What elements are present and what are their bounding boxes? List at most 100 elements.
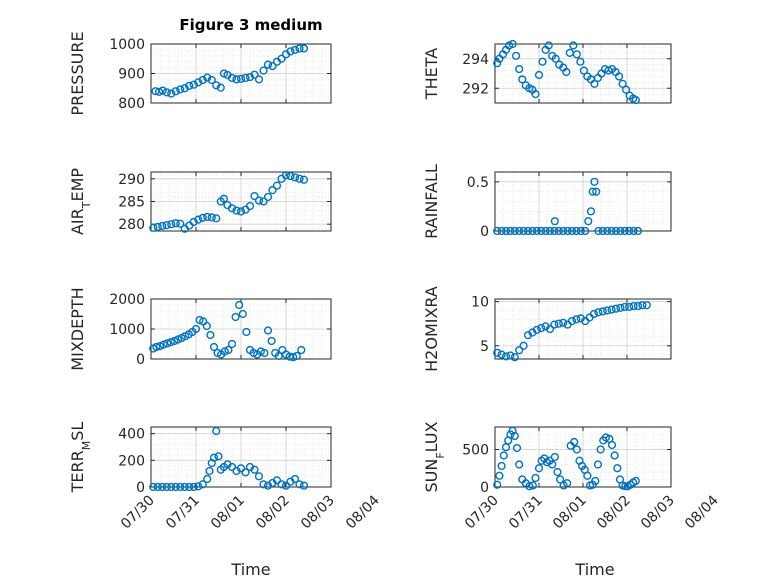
data-point (532, 325, 541, 334)
figure-title: Figure 3 medium (179, 16, 322, 34)
data-point (531, 473, 540, 483)
data-point (545, 324, 555, 334)
data-point (231, 312, 240, 322)
data-point (534, 70, 544, 80)
data-point (525, 482, 534, 491)
data-point (189, 80, 198, 89)
data-point (198, 213, 207, 222)
data-point (202, 321, 211, 331)
subplot-air_temp: 280 285 290 AIRTEMP (68, 168, 332, 235)
subplot-theta: 292 294 THETA (422, 39, 672, 105)
data-point (268, 62, 277, 71)
data-point (576, 57, 585, 66)
data-point (153, 222, 162, 232)
data-point (224, 345, 233, 355)
data-point (236, 207, 246, 216)
data-point (621, 482, 630, 491)
data-point (162, 221, 171, 230)
data-point (532, 226, 541, 236)
data-point (267, 336, 276, 346)
data-point (579, 66, 588, 75)
data-point (519, 226, 528, 236)
data-point (153, 482, 162, 492)
data-point (592, 187, 601, 196)
data-point (625, 226, 634, 236)
data-point (616, 226, 625, 236)
data-point (212, 426, 221, 436)
data-point (515, 226, 524, 236)
data-point (556, 475, 565, 484)
data-point (205, 466, 214, 476)
data-point (554, 226, 563, 236)
data-point (189, 217, 198, 227)
data-point (562, 67, 571, 77)
data-point (493, 348, 502, 357)
y-axis-label: SUNFLUX (422, 421, 447, 492)
data-point (209, 342, 219, 352)
data-point (515, 346, 524, 355)
data-point (603, 226, 612, 236)
data-point (501, 352, 511, 361)
y-axis-label: MIXDEPTH (68, 287, 87, 370)
data-point (576, 226, 585, 236)
data-point (512, 51, 521, 60)
data-point (594, 308, 603, 317)
data-point (541, 226, 550, 236)
data-point (232, 75, 241, 84)
data-point (570, 437, 579, 447)
y-tick-label: 285 (118, 195, 145, 211)
data-point (152, 342, 161, 352)
data-point (245, 72, 255, 82)
data-point (559, 318, 568, 327)
data-point (191, 324, 201, 334)
data-point (214, 452, 223, 461)
data-point (194, 482, 203, 491)
data-point (629, 226, 638, 236)
data-point (263, 326, 273, 335)
data-point (550, 226, 559, 236)
data-point (603, 306, 612, 315)
data-point (167, 482, 176, 492)
subplot-h2omixra: 5 10 H2OMIXRA (422, 286, 672, 372)
y-tick-label: 10 (471, 295, 489, 311)
data-point (155, 87, 164, 96)
data-point (149, 223, 158, 232)
data-point (559, 226, 568, 236)
data-point (163, 339, 172, 348)
data-point (598, 307, 607, 316)
y-tick-label: 0.5 (467, 175, 489, 191)
y-tick-label: 292 (462, 81, 489, 97)
data-point (295, 44, 304, 53)
data-point (567, 316, 577, 326)
data-point (596, 445, 605, 454)
data-point (194, 78, 203, 87)
data-point (180, 482, 189, 492)
data-point (497, 461, 506, 471)
data-point (550, 452, 559, 462)
data-point (185, 81, 194, 90)
data-point (515, 64, 524, 74)
data-point (629, 301, 638, 311)
data-point (497, 226, 506, 236)
data-point (198, 480, 207, 489)
y-axis-label: TERRMSL (68, 422, 93, 494)
data-point (207, 213, 216, 222)
data-point (518, 75, 527, 84)
data-point (545, 226, 555, 236)
data-point (194, 215, 203, 224)
data-point (216, 83, 225, 92)
data-point (590, 79, 599, 88)
data-point (203, 73, 212, 82)
data-point (613, 464, 622, 473)
data-point (212, 214, 221, 223)
data-point (167, 220, 176, 229)
data-point (534, 464, 544, 473)
data-point (563, 226, 572, 236)
data-point (259, 66, 268, 75)
data-point (254, 196, 264, 205)
y-axis-label: THETA (422, 48, 441, 100)
data-point (515, 460, 524, 469)
data-point (162, 88, 171, 97)
data-point (268, 186, 277, 195)
